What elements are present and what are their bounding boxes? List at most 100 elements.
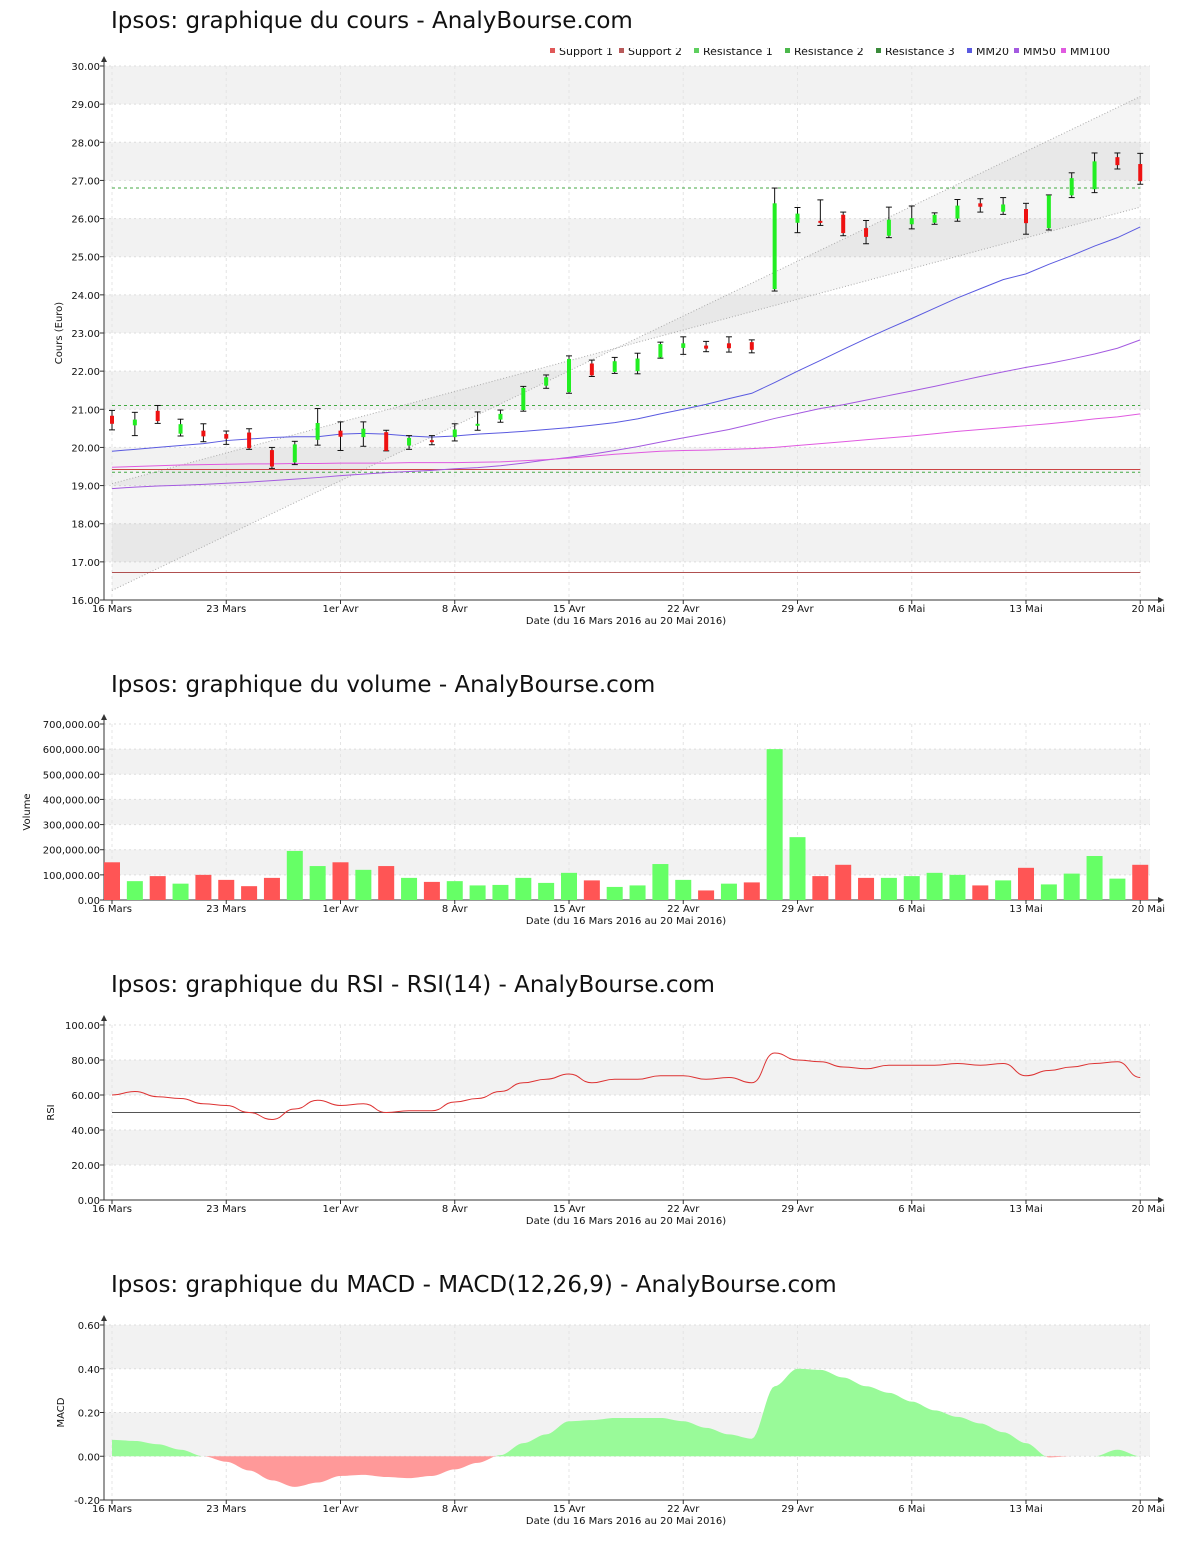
rsi-x-tick-label: 20 Mai [1132,1204,1165,1215]
price-grid-band [104,294,1150,333]
candle-body [726,343,731,349]
price-channel-lower-line [111,96,1141,591]
macd-area-positive [112,1439,206,1457]
macd-chart: -0.20 0.00 0.20 0.40 0.60 16 Mars 23 Mars 1er A… [56,1315,1165,1527]
rsi-y-axis-title: RSI [46,1104,57,1120]
volume-x-tick-label: 22 Avr [667,904,700,915]
macd-x-tick-label: 22 Avr [667,1504,700,1515]
volume-bar [492,884,509,900]
rsi-y-tick-label: 0.00 [78,1196,100,1207]
series-line-mm100 [111,413,1141,468]
candle-body [292,444,297,463]
rsi-chart: 0.00 20.00 40.00 60.00 80.00 100.00 16 Mars 23 … [46,1015,1165,1227]
rsi-x-tick-label: 6 Mai [898,1204,925,1215]
volume-grid-band [104,749,1150,775]
rsi-y-tick-label: 40.00 [71,1126,100,1137]
price-y-tick-label: 16.00 [71,596,100,607]
candle-body [1115,157,1120,166]
rsi-x-tick-label: 13 Mai [1009,1204,1042,1215]
volume-y-axis-arrow [101,714,107,720]
volume-y-tick-label: 200,000.00 [43,846,100,857]
price-x-tick-label: 1er Avr [322,604,359,615]
price-grid-band [104,66,1150,105]
candle-body [567,358,571,393]
price-y-tick-label: 19.00 [71,482,100,493]
candle-body [749,342,754,350]
volume-bar [1018,867,1034,900]
volume-x-axis-title: Date (du 16 Mars 2016 au 20 Mai 2016) [526,916,726,927]
macd-y-tick-label: 0.40 [78,1365,100,1376]
legend-label: MM20 [976,48,1009,58]
candle-body [864,228,869,237]
legend-label: Résistance 2 [794,48,864,58]
candle-body [544,377,549,386]
candle-body [269,450,274,467]
series-line-rsi [111,1052,1141,1121]
candle-body [658,344,663,358]
rsi-y-axis-arrow [101,1015,107,1021]
candle-body [1092,161,1097,190]
macd-area-negative [1046,1456,1072,1458]
price-x-tick-label: 6 Mai [898,604,925,615]
volume-bar [652,864,669,900]
price-y-tick-label: 28.00 [71,138,100,149]
macd-x-tick-label: 29 Avr [781,1504,814,1515]
volume-y-tick-label: 400,000.00 [43,795,100,806]
rsi-y-tick-label: 20.00 [71,1161,100,1172]
candle-body [681,343,686,348]
macd-x-tick-label: 16 Mars [92,1504,132,1515]
volume-grid-band [104,849,1150,875]
volume-x-axis-arrow [1158,897,1164,903]
price-y-tick-label: 27.00 [71,176,100,187]
legend-label: Résistance 3 [885,48,955,58]
price-y-tick-label: 21.00 [71,405,100,416]
rsi-y-tick-label: 80.00 [71,1056,100,1067]
candle-body [110,415,114,424]
candle-body [498,413,503,420]
volume-chart: 0.00 100,000.00 200,000.00 300,000.00 400,00… [22,714,1165,927]
price-chart: 16.00 17.00 18.00 19.00 20.00 21.00 22.00 23.00… [54,48,1165,627]
macd-grid-band [104,1325,1150,1369]
volume-bar [263,877,280,900]
rsi-x-tick-label: 15 Avr [553,1204,586,1215]
macd-x-tick-label: 20 Mai [1132,1504,1165,1515]
price-x-tick-label: 15 Avr [553,604,586,615]
volume-bar [1109,878,1126,900]
candle-body [475,423,480,426]
macd-area-positive [1071,1449,1141,1457]
volume-grid-band [104,799,1150,825]
candle-body [224,434,229,439]
candle-body [909,218,914,225]
volume-bar [812,876,829,900]
candle-body [1138,164,1143,182]
price-x-tick-label: 8 Avr [442,604,469,615]
rsi-x-axis-title: Date (du 16 Mars 2016 au 20 Mai 2016) [526,1216,726,1227]
price-x-tick-label: 16 Mars [92,604,132,615]
macd-y-axis-title: MACD [56,1397,67,1427]
macd-y-tick-label: -0.20 [74,1496,100,1507]
volume-bar [926,872,943,900]
rsi-y-tick-label: 100.00 [65,1021,100,1032]
rsi-x-axis-arrow [1158,1197,1164,1203]
price-y-tick-label: 26.00 [71,215,100,226]
macd-y-tick-label: 0.20 [78,1409,100,1420]
volume-bar [126,881,143,900]
volume-y-axis-title: Volume [22,793,33,830]
volume-bar [949,874,966,900]
volume-bar [332,862,349,900]
price-grid-band [104,371,1150,410]
volume-x-tick-label: 20 Mai [1132,904,1165,915]
volume-bar [972,885,989,900]
candle-body [201,430,206,437]
price-y-tick-label: 29.00 [71,100,100,111]
rsi-x-tick-label: 23 Mars [206,1204,246,1215]
price-x-tick-label: 22 Avr [667,604,700,615]
rsi-grid-band [104,1060,1150,1095]
volume-bar [1040,884,1057,900]
candle-body [384,432,389,451]
volume-bar [583,880,600,900]
volume-bar [104,862,120,900]
candle-body [955,205,960,219]
legend-swatch [967,48,972,53]
candle-body [704,345,709,349]
